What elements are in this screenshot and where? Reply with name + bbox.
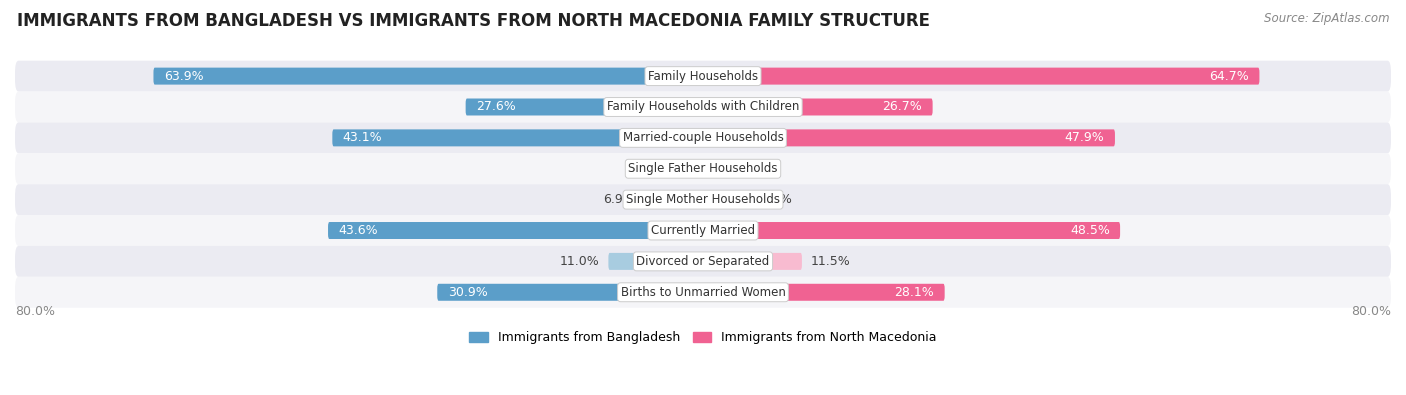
FancyBboxPatch shape [703,130,1115,147]
Text: 26.7%: 26.7% [883,100,922,113]
FancyBboxPatch shape [685,160,703,177]
FancyBboxPatch shape [437,284,703,301]
FancyBboxPatch shape [153,68,703,85]
Text: Family Households: Family Households [648,70,758,83]
FancyBboxPatch shape [15,277,1391,308]
Text: 30.9%: 30.9% [447,286,488,299]
FancyBboxPatch shape [609,253,703,270]
FancyBboxPatch shape [15,92,1391,122]
FancyBboxPatch shape [15,153,1391,184]
Text: Divorced or Separated: Divorced or Separated [637,255,769,268]
FancyBboxPatch shape [703,160,720,177]
FancyBboxPatch shape [328,222,703,239]
Text: 80.0%: 80.0% [15,305,55,318]
FancyBboxPatch shape [644,191,703,208]
FancyBboxPatch shape [465,98,703,115]
Text: 43.6%: 43.6% [339,224,378,237]
Text: 6.9%: 6.9% [603,193,636,206]
Text: 5.6%: 5.6% [759,193,792,206]
FancyBboxPatch shape [703,284,945,301]
Text: 11.5%: 11.5% [810,255,851,268]
Text: Family Households with Children: Family Households with Children [607,100,799,113]
Text: 63.9%: 63.9% [163,70,204,83]
Text: 47.9%: 47.9% [1064,132,1105,145]
FancyBboxPatch shape [15,184,1391,215]
FancyBboxPatch shape [703,222,1121,239]
Text: 64.7%: 64.7% [1209,70,1249,83]
Text: Single Mother Households: Single Mother Households [626,193,780,206]
Text: 2.0%: 2.0% [728,162,761,175]
Text: 80.0%: 80.0% [1351,305,1391,318]
Text: 28.1%: 28.1% [894,286,935,299]
Text: Currently Married: Currently Married [651,224,755,237]
Text: 48.5%: 48.5% [1070,224,1109,237]
FancyBboxPatch shape [703,68,1260,85]
FancyBboxPatch shape [15,215,1391,246]
Text: 43.1%: 43.1% [343,132,382,145]
Text: 27.6%: 27.6% [477,100,516,113]
Legend: Immigrants from Bangladesh, Immigrants from North Macedonia: Immigrants from Bangladesh, Immigrants f… [464,326,942,349]
FancyBboxPatch shape [15,246,1391,277]
Text: Single Father Households: Single Father Households [628,162,778,175]
FancyBboxPatch shape [332,130,703,147]
FancyBboxPatch shape [703,191,751,208]
Text: Source: ZipAtlas.com: Source: ZipAtlas.com [1264,12,1389,25]
Text: Births to Unmarried Women: Births to Unmarried Women [620,286,786,299]
Text: 11.0%: 11.0% [560,255,600,268]
FancyBboxPatch shape [15,122,1391,153]
Text: IMMIGRANTS FROM BANGLADESH VS IMMIGRANTS FROM NORTH MACEDONIA FAMILY STRUCTURE: IMMIGRANTS FROM BANGLADESH VS IMMIGRANTS… [17,12,929,30]
FancyBboxPatch shape [703,253,801,270]
FancyBboxPatch shape [15,61,1391,92]
Text: 2.1%: 2.1% [644,162,676,175]
FancyBboxPatch shape [703,98,932,115]
Text: Married-couple Households: Married-couple Households [623,132,783,145]
